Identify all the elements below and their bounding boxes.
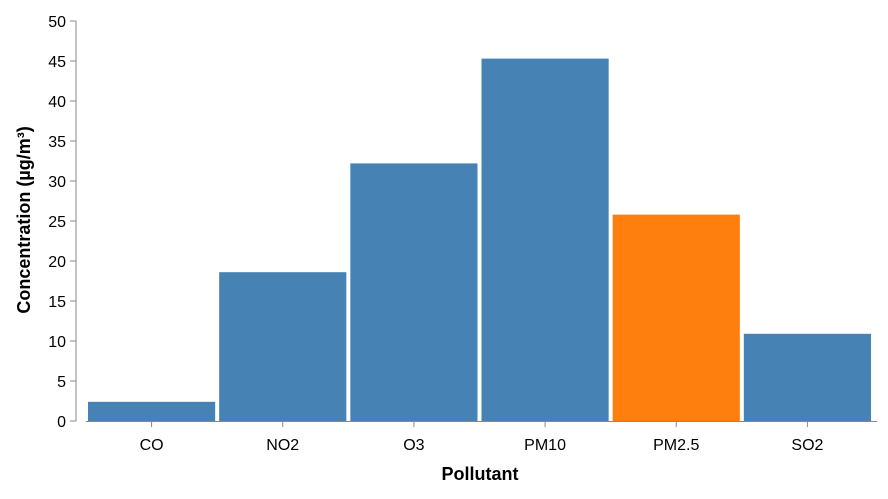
bar-pm10 bbox=[481, 58, 609, 421]
y-tick-label: 30 bbox=[48, 174, 66, 191]
x-tick-label: PM10 bbox=[524, 437, 566, 454]
x-tick-label: PM2.5 bbox=[653, 437, 699, 454]
bar-o3 bbox=[350, 163, 478, 421]
bars bbox=[88, 58, 871, 421]
y-tick-label: 5 bbox=[57, 374, 66, 391]
y-tick-label: 25 bbox=[48, 214, 66, 231]
y-tick-label: 35 bbox=[48, 134, 66, 151]
y-tick-label: 20 bbox=[48, 254, 66, 271]
x-axis-title: Pollutant bbox=[442, 464, 519, 484]
x-tick-label: O3 bbox=[403, 437, 424, 454]
y-tick-label: 15 bbox=[48, 294, 66, 311]
x-axis: CO NO2 O3 PM10 PM2.5 SO2 bbox=[86, 421, 877, 454]
y-axis-title: Concentration (µg/m³) bbox=[14, 126, 34, 313]
y-tick-label: 45 bbox=[48, 54, 66, 71]
y-tick-label: 10 bbox=[48, 334, 66, 351]
x-tick-label: NO2 bbox=[266, 437, 299, 454]
bar-so2 bbox=[743, 333, 871, 421]
y-tick-label: 0 bbox=[57, 414, 66, 431]
y-tick-label: 50 bbox=[48, 14, 66, 31]
y-tick-label: 40 bbox=[48, 94, 66, 111]
x-tick-label: CO bbox=[140, 437, 164, 454]
x-tick-label: SO2 bbox=[791, 437, 823, 454]
bar-no2 bbox=[219, 272, 347, 421]
bar-co bbox=[88, 401, 216, 421]
y-axis: 0 5 10 15 20 25 30 35 40 45 50 bbox=[48, 14, 77, 431]
bar-pm2-5 bbox=[612, 214, 740, 421]
